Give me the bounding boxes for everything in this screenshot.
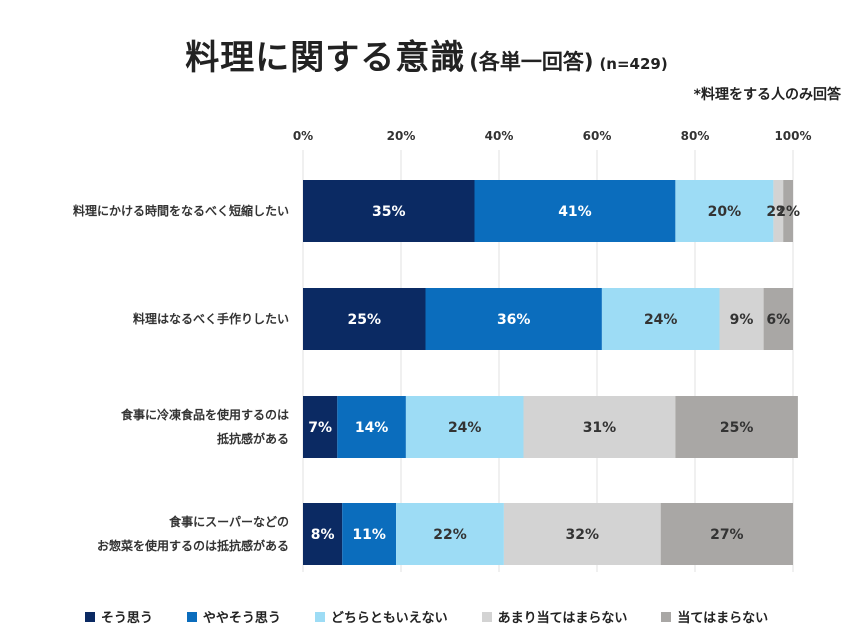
data-label: 27% — [710, 527, 744, 543]
data-label: 11% — [352, 527, 386, 543]
chart-subtitle: (各単一回答) — [469, 50, 594, 74]
category-label: 料理はなるべく手作りしたい — [133, 311, 289, 326]
bar-segment — [303, 288, 426, 350]
legend-label: 当てはまらない — [677, 611, 769, 626]
x-tick-label: 0% — [293, 129, 313, 143]
bar-segment — [342, 503, 397, 565]
legend-label: どちらともいえない — [330, 611, 448, 626]
x-tick-label: 60% — [583, 129, 612, 143]
legend-label: ややそう思う — [202, 611, 281, 626]
x-tick-label: 20% — [387, 129, 416, 143]
bar-segment — [719, 288, 764, 350]
category-label: 料理にかける時間をなるべく短縮したい — [73, 203, 289, 218]
data-label: 25% — [720, 420, 754, 436]
bar-segment — [303, 396, 338, 458]
legend-item: 当てはまらない — [661, 607, 768, 626]
data-label: 35% — [372, 204, 406, 220]
data-label: 9% — [730, 312, 754, 328]
category-label: お惣菜を使用するのは抵抗感がある — [97, 538, 289, 553]
x-tick-label: 100% — [774, 129, 811, 143]
data-label: 14% — [355, 420, 389, 436]
bar-segment — [474, 180, 676, 242]
legend-label: あまり当てはまらない — [497, 611, 628, 626]
data-label: 24% — [448, 420, 482, 436]
legend-item: あまり当てはまらない — [481, 607, 628, 626]
bar-segment — [763, 288, 793, 350]
chart-legend: そう思う ややそう思う どちらともいえない あまり当てはまらない 当てはまらない — [0, 607, 853, 626]
legend-swatch — [661, 611, 672, 622]
bar-segment — [783, 180, 793, 242]
data-label: 22% — [433, 527, 467, 543]
data-label: 8% — [311, 527, 335, 543]
legend-swatch — [186, 611, 197, 622]
bar-segment — [523, 396, 676, 458]
category-label: 食事に冷凍食品を使用するのは — [120, 407, 289, 422]
chart-title-block: 料理に関する意識 (各単一回答) (n=429) — [0, 30, 853, 79]
bar-segment — [303, 180, 475, 242]
data-label: 20% — [708, 204, 742, 220]
legend-item: ややそう思う — [186, 607, 281, 626]
bar-segment — [675, 396, 798, 458]
data-label: 25% — [347, 312, 381, 328]
bar-segment — [396, 503, 504, 565]
legend-label: そう思う — [100, 611, 153, 626]
data-label: 41% — [558, 204, 592, 220]
bar-segment — [503, 503, 661, 565]
bar-segment — [601, 288, 720, 350]
chart-note: *料理をする人のみ回答 — [693, 87, 841, 103]
bar-segment — [425, 288, 602, 350]
data-label: 32% — [566, 527, 600, 543]
data-label: 2% — [776, 204, 800, 220]
data-label: 7% — [308, 420, 332, 436]
legend-item: そう思う — [84, 607, 153, 626]
category-label: 食事にスーパーなどの — [168, 514, 289, 529]
bar-segment — [660, 503, 793, 565]
bar-segment — [337, 396, 406, 458]
bar-segment — [303, 503, 343, 565]
bar-segment — [773, 180, 784, 242]
x-tick-label: 40% — [485, 129, 514, 143]
data-label: 31% — [583, 420, 617, 436]
bar-segment — [405, 396, 524, 458]
data-label: 24% — [644, 312, 678, 328]
bar-segment — [675, 180, 774, 242]
category-label: 抵抗感がある — [217, 431, 289, 446]
legend-swatch — [84, 611, 95, 622]
chart-title: 料理に関する意識 — [185, 38, 466, 78]
sample-size: (n=429) — [599, 55, 668, 73]
data-label: 36% — [497, 312, 531, 328]
legend-swatch — [314, 611, 325, 622]
x-tick-label: 80% — [681, 129, 710, 143]
legend-swatch — [481, 611, 492, 622]
data-label: 6% — [766, 312, 790, 328]
legend-item: どちらともいえない — [314, 607, 448, 626]
